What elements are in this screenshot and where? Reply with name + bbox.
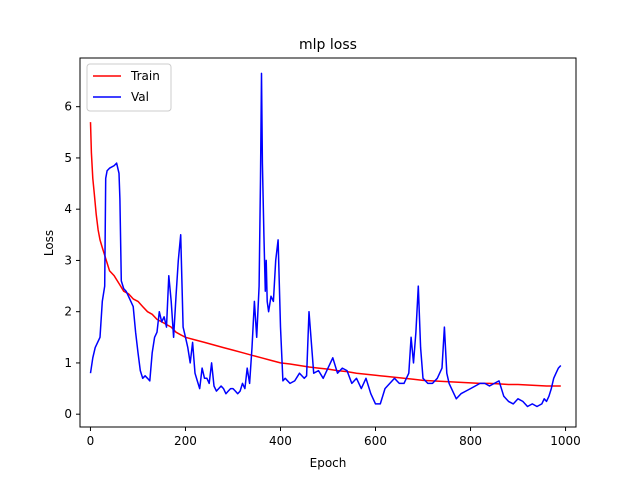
y-axis-label: Loss bbox=[42, 230, 56, 256]
x-tick-label: 1000 bbox=[550, 434, 581, 448]
x-tick-label: 600 bbox=[364, 434, 387, 448]
y-tick-label: 2 bbox=[64, 305, 72, 319]
y-tick-label: 0 bbox=[64, 407, 72, 421]
x-tick-label: 400 bbox=[269, 434, 292, 448]
y-tick-label: 4 bbox=[64, 202, 72, 216]
legend: Train Val bbox=[86, 63, 172, 112]
y-tick-label: 3 bbox=[64, 253, 72, 267]
x-tick-label: 0 bbox=[87, 434, 95, 448]
plot-area bbox=[80, 58, 576, 427]
y-tick-label: 1 bbox=[64, 356, 72, 370]
plot-frame bbox=[79, 57, 577, 428]
x-tick-label: 200 bbox=[174, 434, 197, 448]
y-axis-ticks: 0 1 2 3 4 5 6 bbox=[64, 100, 80, 421]
x-axis-ticks: 0 200 400 600 800 1000 bbox=[87, 427, 581, 448]
y-tick-label: 6 bbox=[64, 100, 72, 114]
x-axis-label: Epoch bbox=[310, 456, 347, 470]
series-line-val bbox=[89, 72, 562, 408]
legend-train-label: Train bbox=[130, 69, 160, 83]
x-tick-label: 800 bbox=[459, 434, 482, 448]
legend-val-label: Val bbox=[131, 90, 149, 104]
y-tick-label: 5 bbox=[64, 151, 72, 165]
chart-title: mlp loss bbox=[299, 37, 357, 53]
series-group bbox=[89, 72, 562, 408]
